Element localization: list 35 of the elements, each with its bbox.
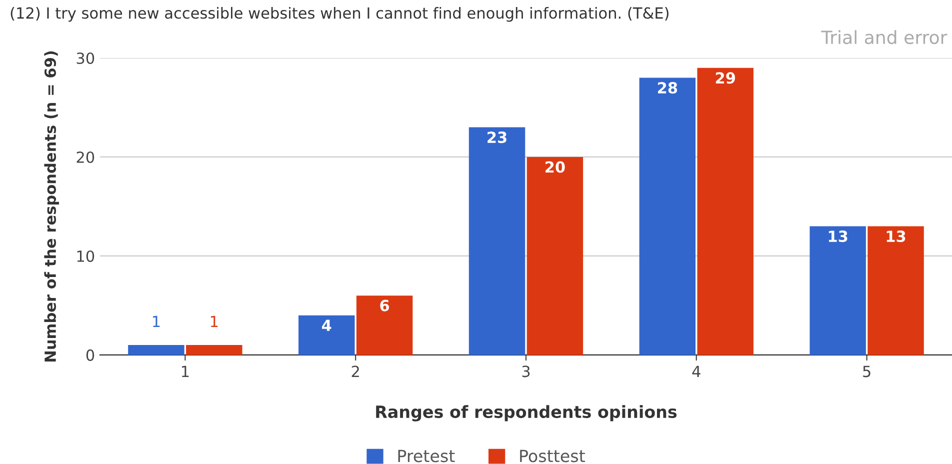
data-label: 23 bbox=[488, 132, 506, 144]
chart-subtitle: Trial and error bbox=[821, 30, 948, 44]
legend-label: Posttest bbox=[520, 450, 585, 462]
bar bbox=[128, 345, 184, 355]
bar bbox=[639, 78, 696, 355]
bar bbox=[356, 296, 413, 355]
bar bbox=[186, 345, 242, 355]
bar bbox=[697, 68, 754, 355]
data-label: 29 bbox=[716, 72, 736, 84]
data-label: 28 bbox=[658, 82, 678, 94]
bar bbox=[868, 226, 924, 355]
y-tick-label: 0 bbox=[86, 349, 94, 361]
x-tick-label: 1 bbox=[182, 366, 189, 377]
bar bbox=[526, 156, 584, 355]
bar bbox=[298, 315, 355, 355]
y-tick-label: 10 bbox=[77, 250, 94, 262]
bar bbox=[810, 226, 866, 355]
x-tick-label: 3 bbox=[522, 366, 530, 378]
x-tick-label: 5 bbox=[863, 366, 870, 378]
legend-label: Pretest bbox=[398, 450, 455, 462]
y-axis-title: Number of the respondents (n = 69) bbox=[44, 51, 59, 362]
x-tick-label: 2 bbox=[352, 366, 359, 377]
data-label: 13 bbox=[828, 230, 848, 242]
data-label: 20 bbox=[546, 161, 565, 173]
y-tick-label: 30 bbox=[76, 52, 94, 64]
bar bbox=[468, 127, 526, 355]
data-label: 13 bbox=[886, 230, 906, 242]
y-tick-label: 20 bbox=[76, 151, 94, 164]
data-label: 6 bbox=[380, 300, 390, 312]
x-axis-title: Ranges of respondents opinions bbox=[376, 405, 677, 422]
data-label: 1 bbox=[210, 316, 218, 328]
x-tick-label: 4 bbox=[692, 366, 700, 377]
data-label: 4 bbox=[322, 320, 332, 331]
chart-title: (12) I try some new accessible websites when I cannot find enough information. (T&E) bbox=[10, 6, 668, 22]
data-label: 1 bbox=[153, 316, 160, 328]
